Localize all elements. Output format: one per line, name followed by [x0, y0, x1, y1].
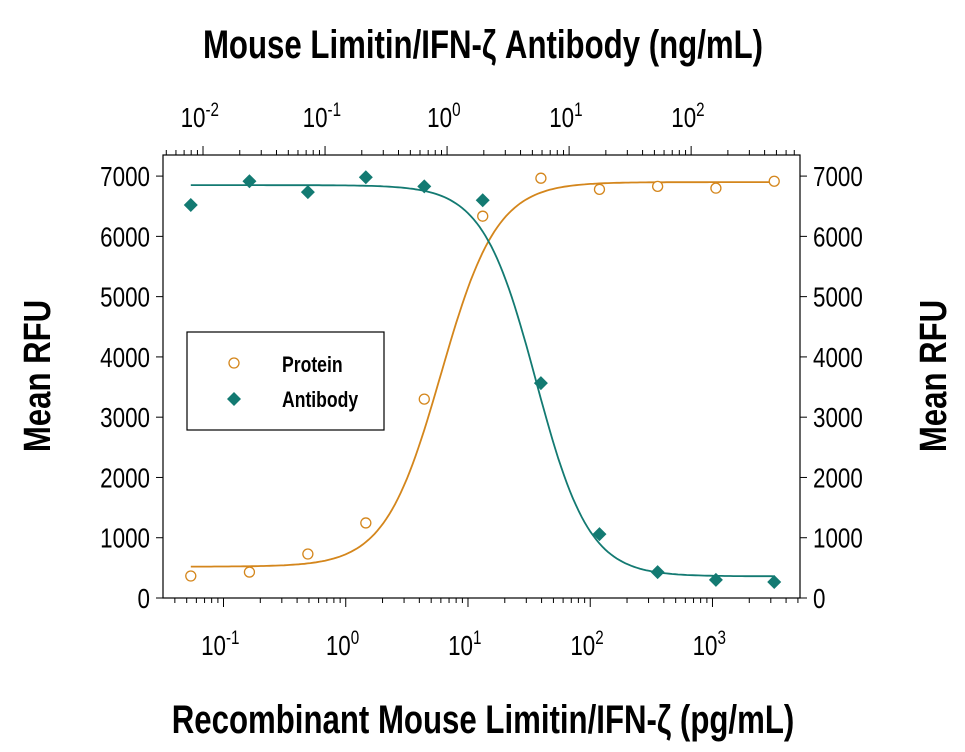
antibody-point	[242, 174, 257, 189]
x-tick-label: 103	[693, 626, 726, 661]
antibody-point	[358, 170, 373, 185]
protein-point	[360, 517, 372, 529]
antibody-fit-curve	[190, 184, 775, 578]
y-tick-label-right: 0	[813, 584, 825, 615]
antibody-point	[592, 527, 607, 542]
antibody-point	[417, 179, 432, 194]
legend-box	[186, 331, 385, 431]
y-tick-label: 7000	[100, 162, 150, 193]
x-axis-label: Recombinant Mouse Limitin/IFN-ζ (pg/mL)	[172, 697, 795, 742]
legend: Protein Antibody	[186, 331, 385, 431]
y-tick-label: 2000	[100, 463, 150, 494]
antibody-point	[475, 193, 490, 208]
antibody-point	[650, 565, 665, 580]
protein-point	[302, 548, 314, 560]
legend-label-antibody: Antibody	[282, 388, 358, 412]
y-tick-label: 4000	[100, 343, 150, 374]
x-top-tick-label: 100	[427, 98, 460, 133]
x-top-tick-label: 102	[671, 98, 704, 133]
y-tick-label: 6000	[100, 222, 150, 253]
legend-marker-antibody	[227, 392, 241, 406]
chart-title: Mouse Limitin/IFN-ζ Antibody (ng/mL)	[203, 22, 763, 67]
protein-point	[477, 210, 489, 222]
legend-marker-protein	[228, 357, 240, 369]
y-tick-label-right: 1000	[813, 523, 863, 554]
y-tick-label-right: 4000	[813, 343, 863, 374]
antibody-point	[300, 185, 315, 200]
antibody-point	[767, 575, 782, 590]
protein-point	[651, 180, 664, 192]
protein-point	[768, 175, 780, 187]
y-axis-label-right: Mean RFU	[913, 300, 955, 452]
y-tick-label-right: 5000	[813, 282, 863, 313]
protein-point	[243, 566, 256, 578]
antibody-point	[183, 198, 198, 213]
y-tick-label: 1000	[100, 523, 150, 554]
y-tick-label-right: 2000	[813, 463, 863, 494]
x-top-tick-label: 101	[549, 98, 582, 133]
antibody-point	[533, 376, 548, 391]
x-tick-label: 100	[326, 626, 359, 661]
protein-fit-curve	[190, 181, 775, 568]
x-top-tick-label: 10-2	[181, 98, 219, 133]
legend-label-protein: Protein	[282, 353, 343, 377]
y-tick-label-right: 3000	[813, 403, 863, 434]
y-tick-label: 5000	[100, 282, 150, 313]
x-tick-label: 102	[570, 626, 603, 661]
y-tick-label: 0	[138, 584, 150, 615]
protein-point	[593, 183, 606, 196]
protein-point	[535, 172, 547, 184]
antibody-point	[708, 572, 723, 587]
y-axis-label-left: Mean RFU	[17, 300, 59, 452]
y-tick-label-right: 6000	[813, 222, 863, 253]
x-top-tick-label: 10-1	[303, 98, 341, 133]
protein-point	[185, 570, 197, 582]
x-tick-label: 10-1	[201, 626, 239, 661]
y-tick-label-right: 7000	[813, 162, 863, 193]
x-tick-label: 101	[448, 626, 481, 661]
protein-point	[418, 393, 430, 405]
y-tick-label: 3000	[100, 403, 150, 434]
protein-point	[710, 182, 722, 194]
plot-frame	[162, 154, 801, 599]
